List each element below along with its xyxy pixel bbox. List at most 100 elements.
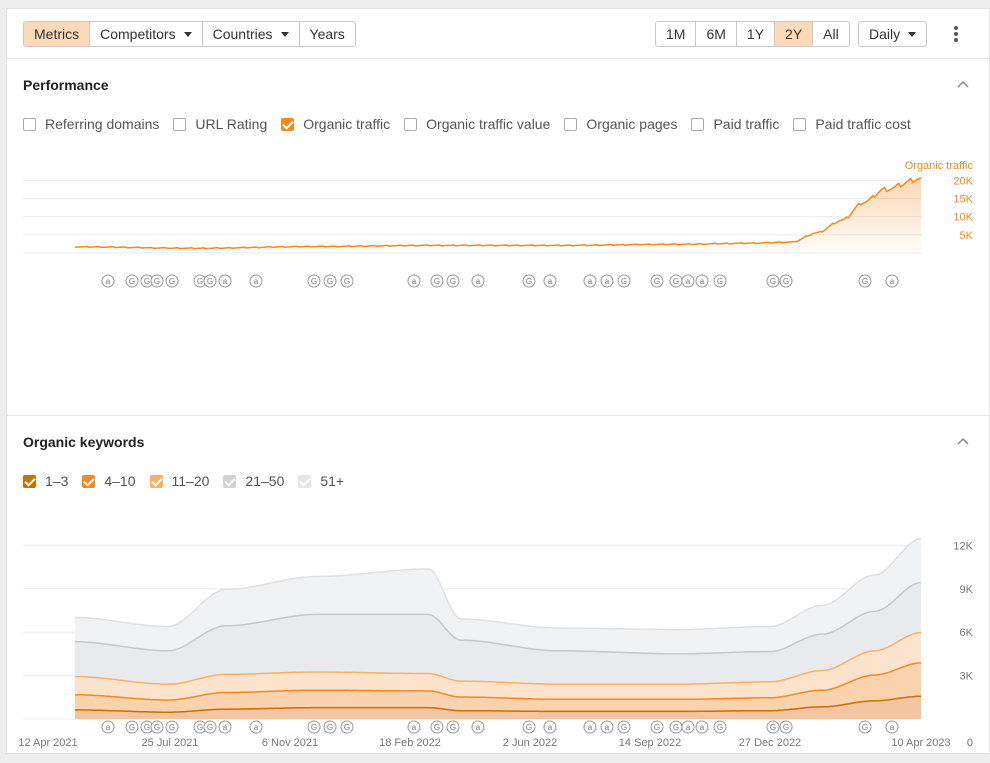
google-update-icon[interactable]: G	[779, 274, 793, 288]
ahrefs-update-icon[interactable]: a	[681, 274, 695, 288]
google-update-icon[interactable]: G	[323, 274, 337, 288]
ahrefs-update-icon[interactable]: a	[407, 720, 421, 734]
toggle-4-10[interactable]: 4–10	[82, 473, 136, 489]
checkbox-checked-icon[interactable]	[149, 474, 163, 488]
ahrefs-update-icon[interactable]: a	[885, 274, 899, 288]
google-update-icon[interactable]: G	[125, 274, 139, 288]
checkbox-icon[interactable]	[23, 117, 36, 131]
google-update-icon[interactable]: G	[165, 720, 179, 734]
interval-dropdown[interactable]: Daily	[858, 21, 928, 47]
checkbox-icon[interactable]	[793, 117, 807, 131]
google-update-icon[interactable]: G	[203, 720, 217, 734]
google-update-icon[interactable]: G	[323, 720, 337, 734]
tab-competitors[interactable]: Competitors	[90, 22, 203, 46]
google-update-icon[interactable]: G	[203, 274, 217, 288]
google-update-icon[interactable]: G	[340, 720, 354, 734]
keywords-line-21–50[interactable]	[75, 581, 922, 655]
ahrefs-update-icon[interactable]: a	[583, 720, 597, 734]
ahrefs-update-icon[interactable]: a	[101, 274, 115, 288]
ahrefs-update-icon[interactable]: a	[249, 274, 263, 288]
checkbox-checked-icon[interactable]	[82, 474, 96, 488]
checkbox-checked-icon[interactable]	[281, 117, 295, 131]
google-update-icon[interactable]: G	[766, 274, 780, 288]
google-update-icon[interactable]: G	[858, 274, 872, 288]
google-update-icon[interactable]: G	[307, 720, 321, 734]
checkbox-checked-icon[interactable]	[223, 474, 237, 488]
range-1m[interactable]: 1M	[656, 22, 697, 46]
google-update-icon[interactable]: G	[669, 720, 683, 734]
google-update-icon[interactable]: G	[779, 720, 793, 734]
google-update-icon[interactable]: G	[766, 720, 780, 734]
toggle-organic-pages[interactable]: Organic pages	[564, 116, 677, 132]
range-2y[interactable]: 2Y	[775, 22, 814, 46]
tab-metrics[interactable]: Metrics	[24, 22, 91, 46]
toggle-1-3[interactable]: 1–3	[23, 473, 68, 489]
toggle-label: Paid traffic cost	[815, 116, 911, 132]
google-update-icon[interactable]: G	[522, 720, 536, 734]
ahrefs-update-icon[interactable]: a	[583, 274, 597, 288]
ahrefs-update-icon[interactable]: a	[218, 720, 232, 734]
google-update-icon[interactable]: G	[650, 720, 664, 734]
ahrefs-update-icon[interactable]: a	[600, 720, 614, 734]
checkbox-icon[interactable]	[173, 117, 187, 131]
ahrefs-update-icon[interactable]: a	[249, 720, 263, 734]
organic-traffic-line[interactable]	[74, 176, 922, 250]
keywords-line-51+[interactable]	[74, 537, 922, 631]
toggle-organic-traffic[interactable]: Organic traffic	[281, 116, 390, 132]
checkbox-checked-icon[interactable]	[298, 474, 312, 488]
ahrefs-update-icon[interactable]: a	[471, 274, 485, 288]
ahrefs-update-icon[interactable]: a	[407, 274, 421, 288]
keywords-line-11–20[interactable]	[75, 631, 922, 685]
keywords-line-1–3[interactable]	[75, 695, 921, 713]
toggle-paid-traffic-cost[interactable]: Paid traffic cost	[793, 116, 911, 132]
google-update-icon[interactable]: G	[430, 720, 444, 734]
toggle-organic-traffic-value[interactable]: Organic traffic value	[404, 116, 550, 132]
range-1y[interactable]: 1Y	[737, 22, 776, 46]
checkbox-icon[interactable]	[404, 117, 418, 131]
google-update-icon[interactable]: G	[522, 274, 536, 288]
google-update-icon[interactable]: G	[446, 274, 460, 288]
more-vertical-icon[interactable]	[951, 23, 961, 45]
checkbox-checked-icon[interactable]	[23, 474, 36, 488]
checkbox-icon[interactable]	[564, 117, 578, 131]
google-update-icon[interactable]: G	[340, 274, 354, 288]
toggle-url-rating[interactable]: URL Rating	[173, 116, 267, 132]
toggle-referring-domains[interactable]: Referring domains	[23, 116, 159, 132]
ahrefs-update-icon[interactable]: a	[101, 720, 115, 734]
ahrefs-update-icon[interactable]: a	[600, 274, 614, 288]
google-update-icon[interactable]: G	[150, 720, 164, 734]
range-all[interactable]: All	[823, 26, 839, 42]
toggle-paid-traffic[interactable]: Paid traffic	[691, 116, 779, 132]
google-update-icon[interactable]: G	[617, 274, 631, 288]
tab-years[interactable]: Years	[300, 22, 355, 46]
google-update-icon[interactable]: G	[165, 274, 179, 288]
google-update-icon[interactable]: G	[307, 274, 321, 288]
google-update-icon[interactable]: G	[446, 720, 460, 734]
google-update-icon[interactable]: G	[617, 720, 631, 734]
google-update-icon[interactable]: G	[125, 720, 139, 734]
google-update-icon[interactable]: G	[150, 274, 164, 288]
google-update-icon[interactable]: G	[713, 274, 727, 288]
ahrefs-update-icon[interactable]: a	[885, 720, 899, 734]
ahrefs-update-icon[interactable]: a	[543, 274, 557, 288]
chevron-up-icon[interactable]	[957, 79, 969, 91]
ahrefs-update-icon[interactable]: a	[695, 274, 709, 288]
ahrefs-update-icon[interactable]: a	[218, 274, 232, 288]
ahrefs-update-icon[interactable]: a	[543, 720, 557, 734]
ahrefs-update-icon[interactable]: a	[695, 720, 709, 734]
toggle-11-20[interactable]: 11–20	[149, 473, 209, 489]
google-update-icon[interactable]: G	[713, 720, 727, 734]
toggle-21-50[interactable]: 21–50	[223, 473, 284, 489]
toggle-51-[interactable]: 51+	[298, 473, 344, 489]
range-6m[interactable]: 6M	[696, 22, 737, 46]
keywords-line-4–10[interactable]	[74, 662, 922, 701]
ahrefs-update-icon[interactable]: a	[471, 720, 485, 734]
tab-countries[interactable]: Countries	[203, 22, 300, 46]
google-update-icon[interactable]: G	[430, 274, 444, 288]
google-update-icon[interactable]: G	[858, 720, 872, 734]
chevron-up-icon[interactable]	[957, 436, 969, 448]
ahrefs-update-icon[interactable]: a	[681, 720, 695, 734]
checkbox-icon[interactable]	[691, 117, 705, 131]
google-update-icon[interactable]: G	[650, 274, 664, 288]
google-update-icon[interactable]: G	[669, 274, 683, 288]
